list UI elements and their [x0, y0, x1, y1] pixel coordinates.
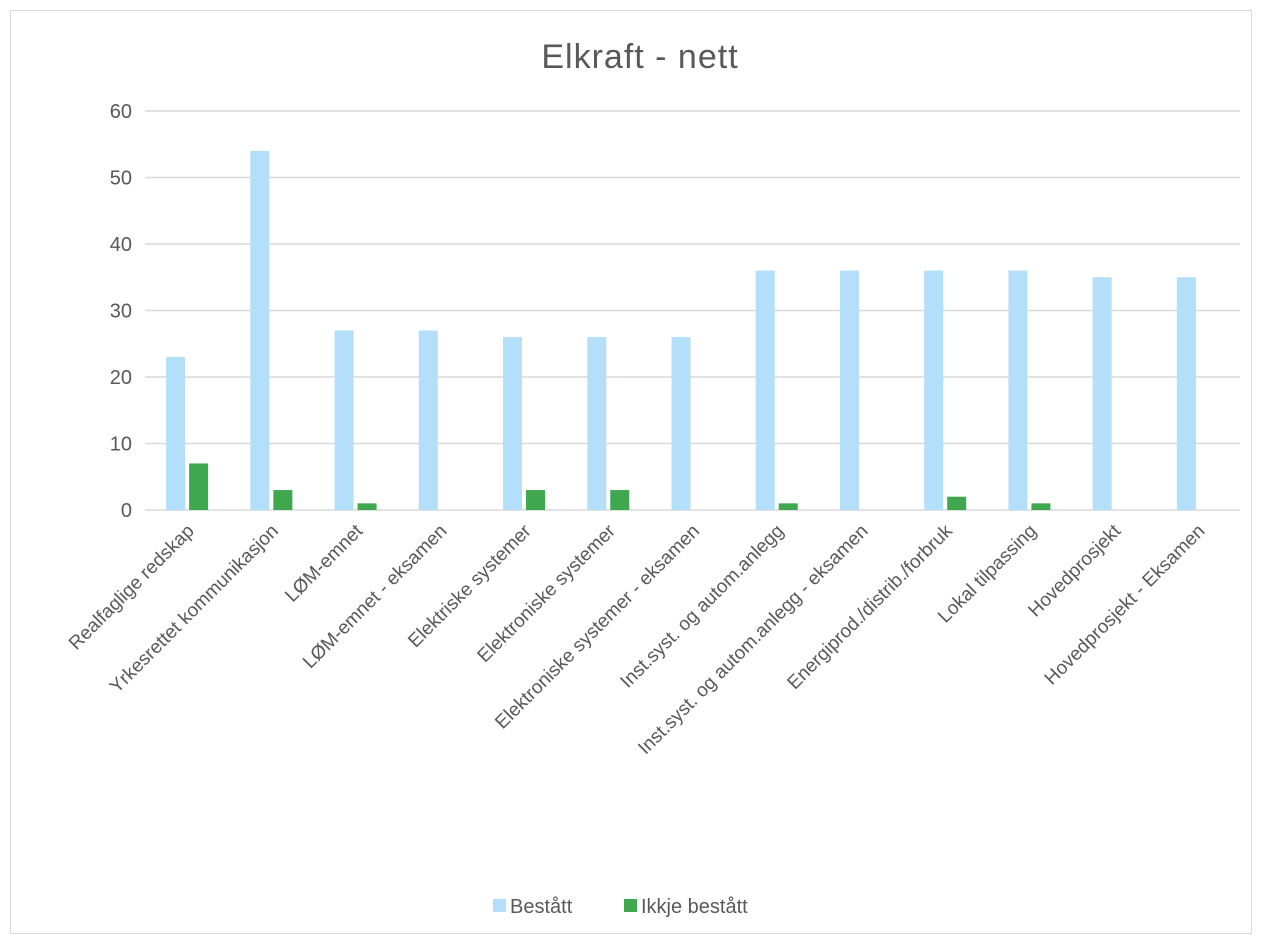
bars — [166, 150, 1196, 510]
x-category-label: LØM-emnet - eksamen — [299, 521, 451, 673]
bar-bestatt — [924, 270, 944, 510]
y-tick-label: 10 — [110, 434, 132, 456]
x-category-label: LØM-emnet — [281, 520, 367, 606]
legend-label: Bestått — [510, 896, 573, 918]
legend-swatch — [493, 899, 506, 912]
x-category-label: Energiprod./distrib./forbruk — [784, 520, 958, 694]
y-tick-label: 0 — [121, 500, 132, 522]
bar-ikkje-bestatt — [189, 463, 209, 510]
bar-ikkje-bestatt — [947, 496, 967, 510]
y-tick-label: 20 — [110, 367, 132, 389]
y-tick-label: 30 — [110, 301, 132, 323]
y-tick-label: 50 — [110, 168, 132, 190]
x-category-label: Yrkesrettet kommunikasjon — [106, 521, 283, 698]
bar-bestatt — [1092, 277, 1112, 510]
bar-bestatt — [503, 337, 523, 510]
bar-bestatt — [1176, 277, 1196, 510]
bar-ikkje-bestatt — [778, 503, 798, 510]
bar-ikkje-bestatt — [273, 490, 293, 510]
y-axis-tick-labels: 0 10 20 30 40 50 60 — [110, 101, 132, 522]
bar-bestatt — [166, 357, 186, 510]
bar-bestatt — [1008, 270, 1028, 510]
y-tick-label: 60 — [110, 101, 132, 123]
legend-swatch — [624, 899, 637, 912]
x-category-label: Inst.syst. og autom.anlegg — [617, 521, 789, 693]
bar-bestatt — [755, 270, 775, 510]
bar-bestatt — [250, 150, 270, 510]
gridlines — [145, 110, 1240, 511]
bar-ikkje-bestatt — [357, 503, 377, 510]
chart-frame — [10, 10, 1252, 934]
bar-bestatt — [671, 337, 691, 510]
chart-title: Elkraft - nett — [541, 38, 738, 76]
legend: Bestått Ikkje bestått — [493, 896, 748, 918]
bar-ikkje-bestatt — [610, 490, 630, 510]
bar-bestatt — [334, 330, 354, 510]
bar-bestatt — [587, 337, 607, 510]
bar-ikkje-bestatt — [1031, 503, 1051, 510]
x-category-label: Elektroniske systemer — [474, 520, 621, 667]
bar-ikkje-bestatt — [526, 490, 546, 510]
x-category-label: Hovedprosjekt - Eksamen — [1041, 521, 1210, 690]
bar-bestatt — [839, 270, 859, 510]
y-tick-label: 40 — [110, 234, 132, 256]
bar-bestatt — [418, 330, 438, 510]
legend-label: Ikkje bestått — [641, 896, 748, 918]
